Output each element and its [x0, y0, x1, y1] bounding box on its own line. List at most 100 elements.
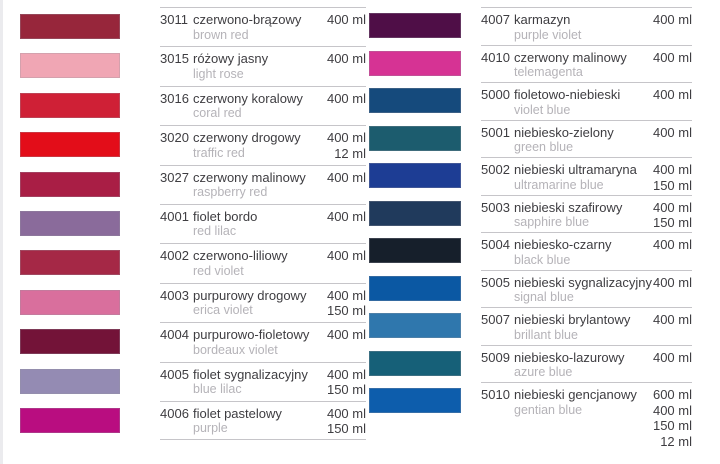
color-name-pl: fiolet pastelowy	[193, 405, 282, 421]
color-name-en: telemagenta	[514, 65, 583, 79]
swatch-cell	[0, 86, 160, 118]
color-row: 5001 niebiesko-zielony green blue 400 ml	[369, 119, 692, 158]
swatch-cell	[0, 322, 160, 355]
color-name-pl: czerwono-liliowy	[193, 248, 288, 264]
color-name-en: erica violet	[193, 303, 253, 318]
row-content: 4006 fiolet pastelowy purple 400 ml 150 m…	[160, 400, 366, 441]
row-content: 3011 czerwono-brązowy brown red 400 ml	[160, 7, 366, 46]
swatch-cell	[0, 401, 160, 433]
color-code: 5003	[481, 199, 510, 215]
row-content: 5005 niebieski sygnalizacyjny signal blu…	[481, 269, 692, 308]
volume-list: 400 ml	[327, 51, 366, 67]
color-name-pl: fiolet sygnalizacyjny	[193, 366, 308, 382]
color-name-pl: czerwony drogowy	[193, 130, 301, 146]
volume-item: 400 ml	[652, 49, 692, 65]
color-names: purpurowo-fioletowy bordeaux violet	[193, 327, 327, 358]
volume-item: 400 ml	[326, 169, 366, 185]
color-row: 3015 różowy jasny light rose 400 ml	[0, 46, 366, 85]
color-row: 4001 fiolet bordo red lilac 400 ml	[0, 203, 366, 243]
volume-item: 400 ml	[326, 90, 366, 106]
color-row: 5000 fioletowo-niebieski violet blue 400…	[369, 82, 692, 120]
color-code: 5002	[481, 162, 510, 177]
color-name-en: ultramarine blue	[514, 177, 604, 192]
swatch-cell	[369, 45, 481, 76]
color-names: niebieski brylantowy brillant blue	[514, 312, 653, 343]
color-name-pl: fiolet bordo	[193, 208, 258, 224]
color-swatch	[20, 132, 120, 158]
color-name-en: red violet	[193, 263, 244, 278]
color-code: 3015	[160, 51, 189, 67]
color-swatch	[20, 14, 120, 39]
volume-item: 12 ml	[334, 145, 366, 161]
color-name-pl: różowy jasny	[193, 51, 269, 67]
volume-item: 600 ml	[652, 387, 692, 402]
color-row: 4006 fiolet pastelowy purple 400 ml 150 m…	[0, 400, 366, 441]
color-names: karmazyn purple violet	[514, 12, 653, 43]
color-names: niebieski sygnalizacyjny signal blue	[514, 275, 653, 306]
color-code: 3011	[160, 12, 188, 27]
color-swatch	[369, 163, 461, 188]
color-code: 4006	[160, 405, 189, 421]
color-name-en: light rose	[193, 66, 244, 81]
color-names: purpurowy drogowy erica violet	[193, 288, 327, 319]
volume-list: 400 ml	[653, 312, 692, 328]
volume-item: 150 ml	[326, 421, 366, 437]
color-name-pl: niebieski szafirowy	[514, 199, 623, 215]
color-name-pl: niebieski ultramaryna	[514, 162, 637, 177]
color-names: czerwony malinowy telemagenta	[514, 50, 653, 81]
row-content: 5010 niebieski gencjanowy gentian blue 6…	[481, 382, 692, 449]
volume-item: 150 ml	[326, 303, 366, 319]
color-swatch	[369, 238, 461, 263]
volume-list: 400 ml 12 ml	[327, 130, 366, 161]
color-name-en: brown red	[193, 27, 249, 42]
color-names: czerwony koralowy coral red	[193, 91, 327, 122]
color-code: 3027	[160, 169, 189, 185]
volume-list: 400 ml	[327, 248, 366, 264]
color-name-pl: niebiesko-lazurowy	[514, 349, 625, 365]
color-name-pl: czerwony malinowy	[193, 169, 306, 185]
color-name-en: green blue	[514, 140, 574, 154]
color-names: niebiesko-zielony green blue	[514, 125, 653, 156]
volume-item: 150 ml	[652, 418, 692, 433]
volume-list: 400 ml 150 ml	[327, 288, 366, 319]
color-swatch	[369, 200, 461, 226]
row-content: 4005 fiolet sygnalizacyjny blue lilac 40…	[160, 361, 366, 401]
volume-item: 400 ml	[326, 130, 366, 146]
swatch-cell	[0, 46, 160, 79]
swatch-cell	[369, 157, 481, 188]
swatch-cell	[369, 232, 481, 263]
color-row: 5002 niebieski ultramaryna ultramarine b…	[369, 157, 692, 195]
row-content: 5003 niebieski szafirowy sapphire blue 4…	[481, 194, 692, 233]
catalog-column-right: 4007 karmazyn purple violet 400 ml 4010 …	[369, 7, 692, 449]
color-name-pl: czerwony koralowy	[193, 90, 303, 106]
color-name-en: purple	[193, 421, 228, 436]
volume-list: 400 ml	[327, 327, 366, 343]
color-code: 4003	[160, 287, 189, 303]
volume-list: 600 ml 400 ml 150 ml 12 ml	[653, 387, 692, 449]
color-names: niebieski ultramaryna ultramarine blue	[514, 162, 653, 193]
color-swatch	[369, 313, 461, 338]
row-content: 5000 fioletowo-niebieski violet blue 400…	[481, 82, 692, 120]
row-content: 4004 purpurowo-fioletowy bordeaux violet…	[160, 322, 366, 361]
color-name-en: signal blue	[514, 290, 574, 304]
volume-item: 400 ml	[652, 124, 692, 140]
swatch-cell	[0, 243, 160, 276]
row-content: 5004 niebiesko-czarny black blue 400 ml	[481, 232, 692, 270]
color-code: 5007	[481, 312, 510, 327]
scan-edge-strip	[0, 0, 3, 464]
swatch-cell	[369, 307, 481, 338]
color-row: 4010 czerwony malinowy telemagenta 400 m…	[369, 44, 692, 83]
row-content: 3015 różowy jasny light rose 400 ml	[160, 46, 366, 85]
volume-item: 400 ml	[652, 402, 692, 418]
color-row: 5007 niebieski brylantowy brillant blue …	[369, 307, 692, 345]
volume-item: 400 ml	[652, 349, 692, 365]
swatch-cell	[0, 7, 160, 39]
color-names: czerwono-brązowy brown red	[193, 12, 327, 43]
color-swatch	[369, 350, 461, 376]
color-name-pl: niebiesko-czarny	[514, 237, 612, 252]
volume-item: 150 ml	[652, 177, 692, 193]
color-name-en: azure blue	[514, 365, 573, 379]
volume-item: 400 ml	[652, 312, 692, 327]
swatch-cell	[369, 270, 481, 301]
